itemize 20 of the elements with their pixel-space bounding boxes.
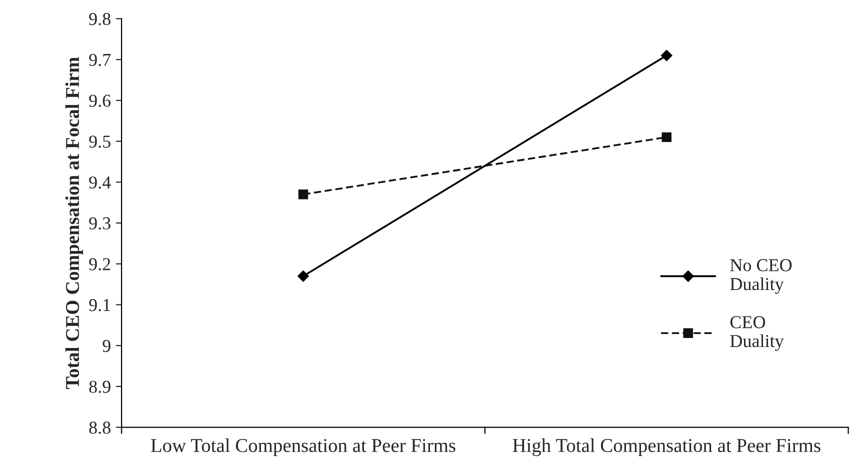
y-tick-label: 9.6 (89, 94, 111, 107)
point (661, 50, 672, 62)
point (298, 190, 308, 200)
point (662, 132, 672, 142)
y-tick-label: 8.8 (89, 422, 110, 434)
y-tick-label: 9.8 (89, 12, 110, 26)
y-tick-label: 9 (102, 340, 110, 352)
x-tick-label: High Total Compensation at Peer Firms (512, 438, 820, 456)
legend-label: No CEO Duality (730, 259, 792, 294)
y-tick-label: 9.7 (89, 54, 111, 66)
y-tick-label: 9.3 (89, 217, 110, 230)
y-tick-label: 8.9 (89, 380, 110, 393)
y-tick-label: 9.4 (89, 176, 111, 189)
legend-label: CEO Duality (730, 316, 784, 351)
y-tick-label: 9.5 (89, 136, 110, 148)
y-tick-label: 9.2 (89, 258, 110, 270)
point (298, 270, 309, 282)
y-axis-title: Total CEO Compensation at Focal Firm (65, 57, 84, 389)
x-tick-label: Low Total Compensation at Peer Firms (151, 438, 456, 456)
y-tick-label: 9.1 (89, 299, 110, 312)
